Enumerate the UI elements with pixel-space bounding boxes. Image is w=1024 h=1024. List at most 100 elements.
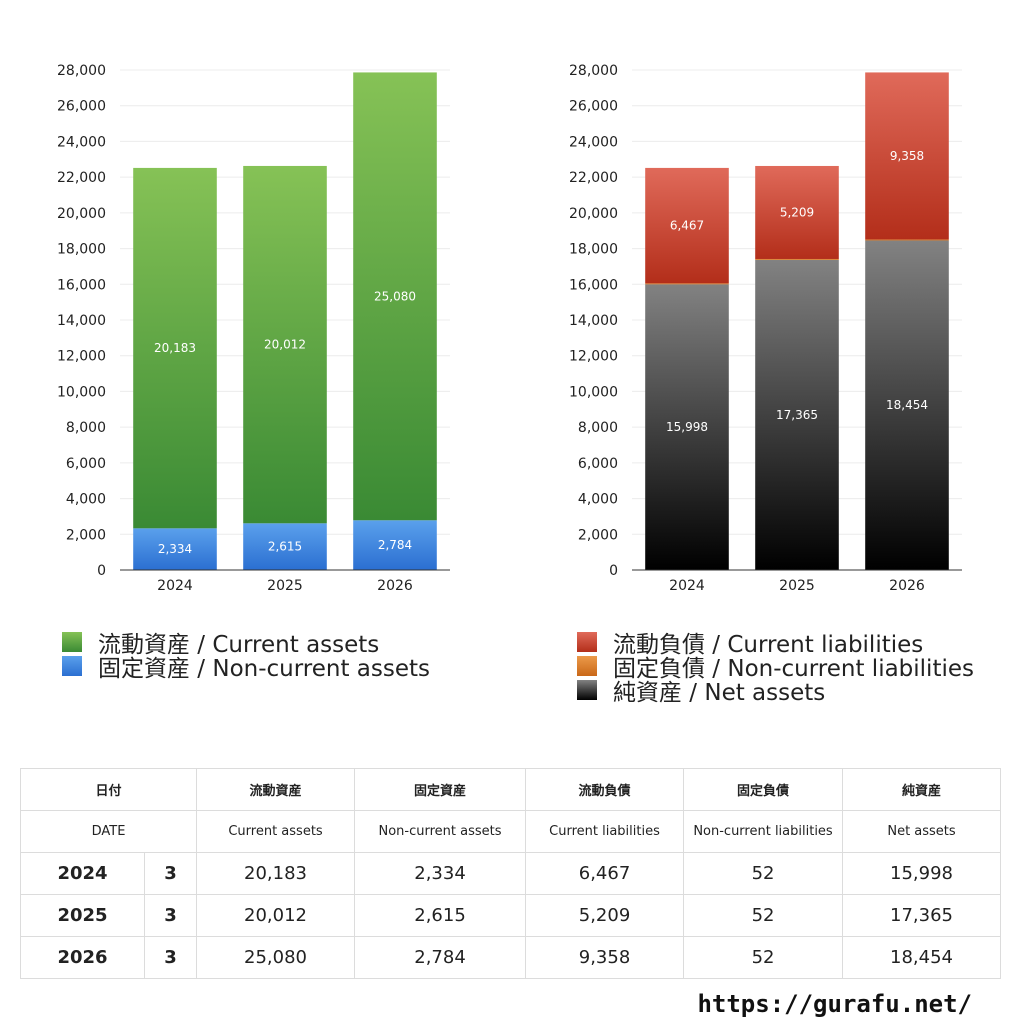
bar-segment bbox=[645, 167, 729, 284]
y-tick-label: 28,000 bbox=[569, 63, 618, 79]
bar-segment bbox=[133, 528, 217, 570]
legend-item: 固定資産 / Non-current assets bbox=[62, 654, 430, 682]
y-tick-label: 18,000 bbox=[569, 242, 618, 258]
bar-value-label: 25,080 bbox=[374, 289, 416, 303]
current-liabilities-cell: 5,209 bbox=[525, 894, 685, 937]
header-noncurrent-liabilities-ja: 固定負債 bbox=[683, 768, 844, 811]
year-cell: 2025 bbox=[20, 894, 145, 937]
data-table: 日付 流動資産 固定資産 流動負債 固定負債 純資産 DATE Current … bbox=[19, 768, 1002, 979]
y-tick-label: 20,000 bbox=[57, 206, 106, 222]
bar-segment bbox=[865, 239, 949, 241]
header-noncurrent-assets-ja: 固定資産 bbox=[354, 768, 527, 811]
legend-label: 固定資産 / Non-current assets bbox=[98, 656, 431, 682]
table-row: 2026 3 25,080 2,784 9,358 52 18,454 bbox=[20, 936, 1002, 979]
bar-value-label: 5,209 bbox=[780, 205, 814, 219]
header-date-en: DATE bbox=[19, 810, 198, 853]
current-assets-cell: 20,012 bbox=[196, 894, 356, 937]
bar-value-label: 9,358 bbox=[890, 149, 924, 163]
current-assets-cell: 20,183 bbox=[196, 852, 356, 895]
y-tick-label: 2,000 bbox=[578, 527, 618, 543]
noncurrent-liabilities-cell: 52 bbox=[683, 852, 844, 895]
bar-value-label: 2,615 bbox=[268, 540, 302, 554]
month-cell: 3 bbox=[143, 936, 198, 979]
y-tick-label: 4,000 bbox=[578, 492, 618, 508]
y-tick-label: 24,000 bbox=[57, 134, 106, 150]
y-tick-label: 6,000 bbox=[66, 456, 106, 472]
y-tick-label: 2,000 bbox=[66, 527, 106, 543]
bar-value-label: 15,998 bbox=[666, 420, 708, 434]
bar-value-label: 20,183 bbox=[154, 341, 196, 355]
y-tick-label: 26,000 bbox=[57, 99, 106, 115]
bar-segment bbox=[353, 72, 437, 521]
y-tick-label: 14,000 bbox=[57, 313, 106, 329]
bar-segment bbox=[755, 165, 839, 259]
net-assets-cell: 18,454 bbox=[842, 936, 1002, 979]
legend-swatch bbox=[62, 656, 82, 676]
noncurrent-assets-cell: 2,784 bbox=[354, 936, 527, 979]
header-noncurrent-assets-en: Non-current assets bbox=[354, 810, 527, 853]
bar-value-label: 20,012 bbox=[264, 338, 306, 352]
bar-segment bbox=[243, 165, 327, 524]
net-assets-cell: 17,365 bbox=[842, 894, 1002, 937]
current-liabilities-cell: 9,358 bbox=[525, 936, 685, 979]
table-header-row: 日付 流動資産 固定資産 流動負債 固定負債 純資産 bbox=[19, 768, 1002, 811]
header-net-assets-ja: 純資産 bbox=[842, 768, 1002, 811]
legend-label: 流動資産 / Current assets bbox=[98, 632, 380, 658]
bar-value-label: 18,454 bbox=[886, 398, 928, 412]
legend-swatch bbox=[577, 656, 597, 676]
current-liabilities-cell: 6,467 bbox=[525, 852, 685, 895]
table-row: 2025 3 20,012 2,615 5,209 52 17,365 bbox=[20, 894, 1002, 937]
bar-segment bbox=[353, 520, 437, 570]
bar-segment bbox=[133, 167, 217, 529]
bar-value-label: 6,467 bbox=[670, 219, 704, 233]
bar-segment bbox=[645, 283, 729, 285]
legend-label: 流動負債 / Current liabilities bbox=[613, 632, 924, 658]
y-tick-label: 12,000 bbox=[569, 349, 618, 365]
year-cell: 2026 bbox=[20, 936, 145, 979]
bar-segment bbox=[243, 523, 327, 570]
noncurrent-assets-cell: 2,334 bbox=[354, 852, 527, 895]
y-tick-label: 12,000 bbox=[57, 349, 106, 365]
x-tick-label: 2026 bbox=[889, 578, 925, 594]
x-tick-label: 2024 bbox=[157, 578, 193, 594]
site-url: https://gurafu.net/ bbox=[697, 990, 972, 1018]
y-tick-label: 22,000 bbox=[57, 170, 106, 186]
y-tick-label: 0 bbox=[97, 563, 106, 579]
liabilities-chart: 0 2,000 4,000 6,000 8,000 10,000 12,000 14,000 1… bbox=[569, 63, 962, 594]
month-cell: 3 bbox=[143, 852, 198, 895]
noncurrent-assets-cell: 2,615 bbox=[354, 894, 527, 937]
y-tick-label: 6,000 bbox=[578, 456, 618, 472]
y-tick-label: 16,000 bbox=[569, 277, 618, 293]
table-subheader-row: DATE Current assets Non-current assets C… bbox=[19, 810, 1002, 853]
table-row: 2024 3 20,183 2,334 6,467 52 15,998 bbox=[20, 852, 1002, 895]
x-tick-label: 2024 bbox=[669, 578, 705, 594]
bar-segment bbox=[865, 240, 949, 570]
x-tick-label: 2026 bbox=[377, 578, 413, 594]
x-tick-label: 2025 bbox=[267, 578, 303, 594]
legend-label: 固定負債 / Non-current liabilities bbox=[613, 656, 974, 682]
header-date-ja: 日付 bbox=[19, 768, 198, 811]
x-tick-label: 2025 bbox=[779, 578, 815, 594]
header-current-liabilities-en: Current liabilities bbox=[525, 810, 685, 853]
y-tick-label: 8,000 bbox=[66, 420, 106, 436]
legend-swatch bbox=[62, 632, 82, 652]
bar-value-label: 2,334 bbox=[158, 542, 192, 556]
y-tick-label: 24,000 bbox=[569, 134, 618, 150]
y-tick-label: 10,000 bbox=[569, 384, 618, 400]
y-tick-label: 26,000 bbox=[569, 99, 618, 115]
net-assets-cell: 15,998 bbox=[842, 852, 1002, 895]
current-assets-cell: 25,080 bbox=[196, 936, 356, 979]
legend-item: 固定負債 / Non-current liabilities bbox=[577, 654, 974, 682]
legend-label: 純資産 / Net assets bbox=[613, 680, 826, 706]
y-tick-label: 8,000 bbox=[578, 420, 618, 436]
noncurrent-liabilities-cell: 52 bbox=[683, 936, 844, 979]
header-current-assets-ja: 流動資産 bbox=[196, 768, 356, 811]
bar-segment bbox=[645, 284, 729, 570]
legend-item: 流動負債 / Current liabilities bbox=[577, 630, 974, 658]
y-tick-label: 18,000 bbox=[57, 242, 106, 258]
y-tick-label: 16,000 bbox=[57, 277, 106, 293]
noncurrent-liabilities-cell: 52 bbox=[683, 894, 844, 937]
header-current-liabilities-ja: 流動負債 bbox=[525, 768, 685, 811]
year-cell: 2024 bbox=[20, 852, 145, 895]
header-current-assets-en: Current assets bbox=[196, 810, 356, 853]
